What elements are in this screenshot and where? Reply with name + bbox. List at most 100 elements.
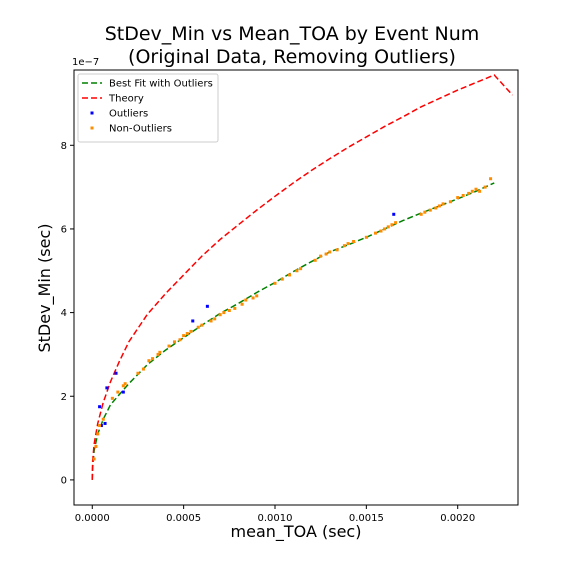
point-non-outliers xyxy=(209,319,213,323)
point-non-outliers xyxy=(147,359,151,363)
point-non-outliers xyxy=(280,277,284,281)
legend-swatch-non-outliers xyxy=(90,126,94,130)
point-outliers xyxy=(103,421,107,425)
point-non-outliers xyxy=(324,252,328,256)
point-non-outliers xyxy=(483,185,487,189)
point-outliers xyxy=(121,390,125,394)
point-non-outliers xyxy=(383,227,387,231)
point-non-outliers xyxy=(434,206,438,210)
point-non-outliers xyxy=(489,177,493,181)
point-non-outliers xyxy=(423,210,427,214)
x-tick-label: 0.0005 xyxy=(166,513,201,524)
point-non-outliers xyxy=(352,239,356,243)
y-offset-text: 1e−7 xyxy=(72,57,99,68)
point-non-outliers xyxy=(110,396,114,400)
point-non-outliers xyxy=(319,254,323,258)
point-non-outliers xyxy=(342,244,346,248)
legend: Best Fit with Outliers Theory Outliers Non-… xyxy=(77,73,219,143)
point-outliers xyxy=(105,386,109,390)
point-non-outliers xyxy=(379,229,383,233)
point-non-outliers xyxy=(456,196,460,200)
point-outliers xyxy=(98,405,102,409)
y-axis: 0 2 4 6 8 xyxy=(61,141,74,486)
point-non-outliers xyxy=(178,338,182,342)
point-non-outliers xyxy=(136,371,140,375)
y-axis-label: StDev_Min (sec) xyxy=(35,224,55,353)
chart-title-line-2: (Original Data, Removing Outliers) xyxy=(128,46,456,68)
point-non-outliers xyxy=(255,294,259,298)
point-non-outliers xyxy=(313,258,317,262)
point-non-outliers xyxy=(222,311,226,315)
point-non-outliers xyxy=(94,444,98,448)
point-non-outliers xyxy=(141,367,145,371)
x-tick-label: 0.0015 xyxy=(349,513,384,524)
point-non-outliers xyxy=(467,191,471,195)
point-non-outliers xyxy=(386,225,390,229)
point-non-outliers xyxy=(123,382,127,386)
point-non-outliers xyxy=(251,296,255,300)
point-non-outliers xyxy=(373,231,377,235)
point-non-outliers xyxy=(101,417,105,421)
point-non-outliers xyxy=(158,350,162,354)
point-non-outliers xyxy=(335,248,339,252)
point-outliers xyxy=(99,424,103,428)
point-non-outliers xyxy=(419,212,423,216)
y-tick-label: 4 xyxy=(61,308,67,319)
point-non-outliers xyxy=(288,273,292,277)
point-non-outliers xyxy=(185,332,189,336)
point-non-outliers xyxy=(227,309,231,312)
legend-label-best-fit-with-outliers: Best Fit with Outliers xyxy=(109,79,213,90)
point-non-outliers xyxy=(299,267,303,271)
legend-label-outliers: Outliers xyxy=(109,109,148,120)
point-non-outliers xyxy=(478,189,482,193)
series-line-best-fit-with-outliers xyxy=(91,182,495,480)
point-non-outliers xyxy=(182,334,186,338)
point-non-outliers xyxy=(96,432,100,436)
point-non-outliers xyxy=(428,208,432,212)
point-non-outliers xyxy=(273,281,277,285)
point-non-outliers xyxy=(156,352,160,356)
y-tick-label: 0 xyxy=(61,475,67,486)
point-non-outliers xyxy=(116,390,120,394)
point-outliers xyxy=(114,371,118,375)
plot-series-group xyxy=(91,74,514,480)
point-non-outliers xyxy=(189,329,193,333)
point-outliers xyxy=(205,304,209,308)
legend-box xyxy=(77,73,219,143)
point-non-outliers xyxy=(172,340,176,344)
point-non-outliers xyxy=(461,193,465,197)
point-non-outliers xyxy=(98,424,102,428)
point-non-outliers xyxy=(346,242,350,246)
point-non-outliers xyxy=(218,313,222,317)
y-tick-label: 8 xyxy=(61,141,67,152)
point-non-outliers xyxy=(394,221,398,225)
point-non-outliers xyxy=(364,235,368,239)
point-non-outliers xyxy=(92,457,96,461)
x-tick-label: 0.0010 xyxy=(257,513,292,524)
legend-label-non-outliers: Non-Outliers xyxy=(109,124,172,135)
y-tick-label: 2 xyxy=(61,392,67,403)
point-non-outliers xyxy=(295,269,299,273)
x-tick-label: 0.0020 xyxy=(440,513,475,524)
point-non-outliers xyxy=(244,298,248,302)
legend-swatch-outliers xyxy=(90,111,94,115)
chart-title: StDev_Min vs Mean_TOA by Event Num (Orig… xyxy=(105,23,480,68)
point-non-outliers xyxy=(328,250,332,254)
point-non-outliers xyxy=(200,323,204,327)
x-axis-label: mean_TOA (sec) xyxy=(231,522,362,542)
point-non-outliers xyxy=(213,317,217,321)
point-outliers xyxy=(392,212,396,216)
point-non-outliers xyxy=(448,200,452,204)
point-non-outliers xyxy=(390,223,394,227)
legend-label-theory: Theory xyxy=(108,94,144,105)
x-tick-label: 0.0000 xyxy=(75,513,110,524)
point-non-outliers xyxy=(151,357,155,361)
point-non-outliers xyxy=(437,204,441,208)
chart-title-line-1: StDev_Min vs Mean_TOA by Event Num xyxy=(105,23,480,45)
x-axis: 0.0000 0.0005 0.0010 0.0015 0.0020 xyxy=(75,505,475,524)
point-non-outliers xyxy=(233,306,237,310)
point-non-outliers xyxy=(121,384,125,388)
point-non-outliers xyxy=(167,344,171,348)
point-non-outliers xyxy=(474,187,478,191)
